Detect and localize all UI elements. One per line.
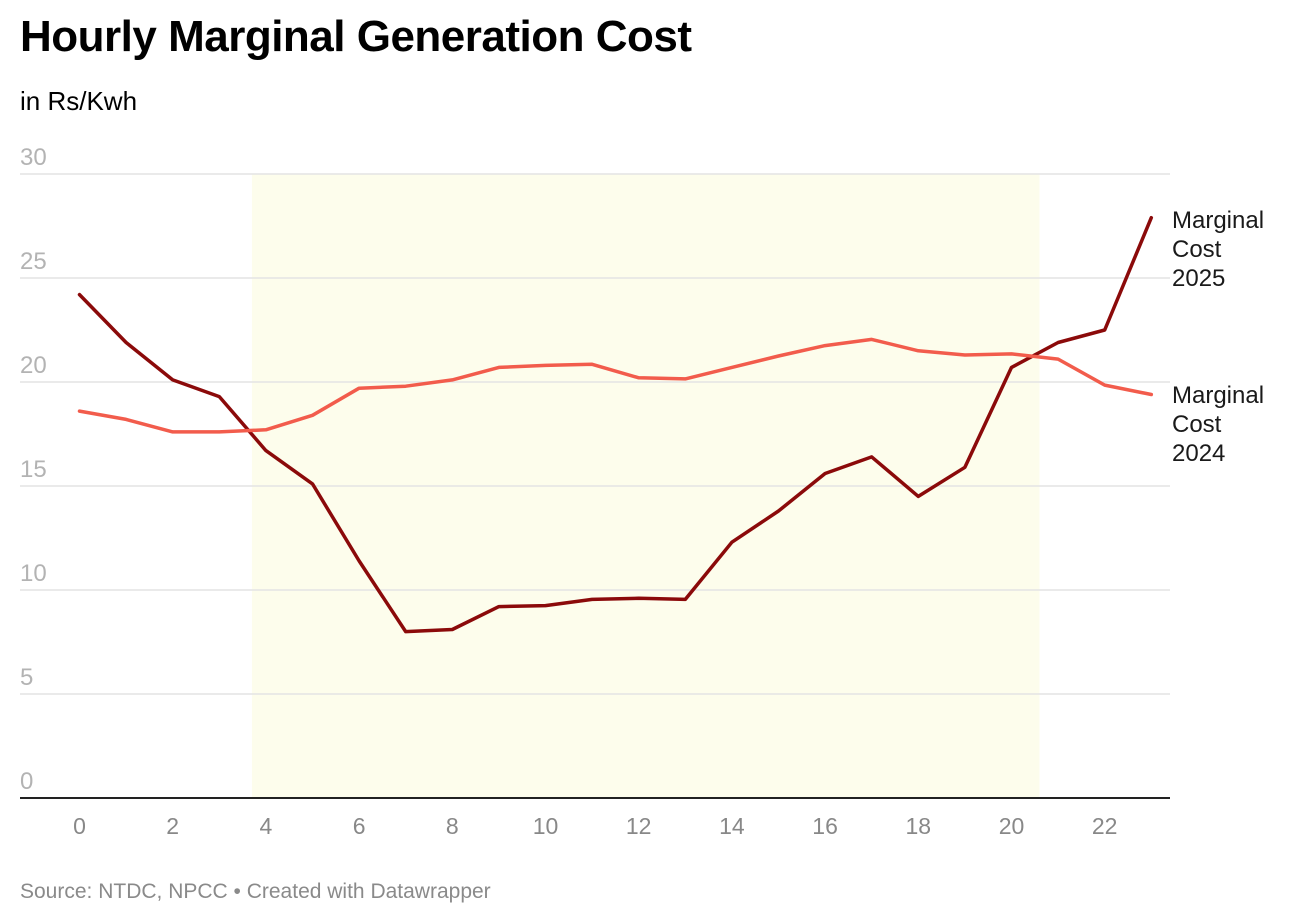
chart-subtitle: in Rs/Kwh: [20, 86, 138, 116]
series-label-2024: 2024: [1172, 440, 1225, 467]
y-tick-label: 20: [20, 352, 47, 379]
series-label-2024: Marginal: [1172, 382, 1264, 409]
y-tick-label: 0: [20, 768, 33, 795]
y-axis-ticks: 0 5 10 15 20 25 30: [20, 144, 47, 795]
x-tick-label: 18: [906, 813, 932, 839]
series-line-2025: [77, 215, 1154, 634]
chart-title: Hourly Marginal Generation Cost: [20, 12, 692, 61]
y-tick-label: 30: [20, 144, 47, 171]
x-tick-label: 2: [166, 813, 179, 839]
x-tick-label: 22: [1092, 813, 1118, 839]
x-tick-label: 6: [353, 813, 366, 839]
x-tick-label: 16: [812, 813, 838, 839]
y-tick-label: 5: [20, 664, 33, 691]
y-tick-label: 15: [20, 456, 47, 483]
series-line-2024: [77, 337, 1154, 434]
series-label-2024: Cost: [1172, 411, 1222, 438]
x-tick-label: 10: [533, 813, 559, 839]
x-axis: 0 2 4 6 8 10 12 14 16 18 20 22: [20, 797, 1170, 839]
x-tick-label: 12: [626, 813, 652, 839]
y-tick-label: 10: [20, 560, 47, 587]
x-tick-label: 0: [73, 813, 86, 839]
series-label-2025: Marginal: [1172, 207, 1264, 234]
x-tick-label: 20: [999, 813, 1025, 839]
series-label-2025: Cost: [1172, 236, 1222, 263]
y-tick-label: 25: [20, 248, 47, 275]
x-tick-label: 14: [719, 813, 745, 839]
x-tick-label: 8: [446, 813, 459, 839]
source-footer: Source: NTDC, NPCC • Created with Datawr…: [20, 880, 491, 903]
gridlines: [20, 173, 1170, 695]
series-label-2025: 2025: [1172, 265, 1225, 292]
x-tick-label: 4: [260, 813, 273, 839]
series-lines: [77, 215, 1154, 634]
